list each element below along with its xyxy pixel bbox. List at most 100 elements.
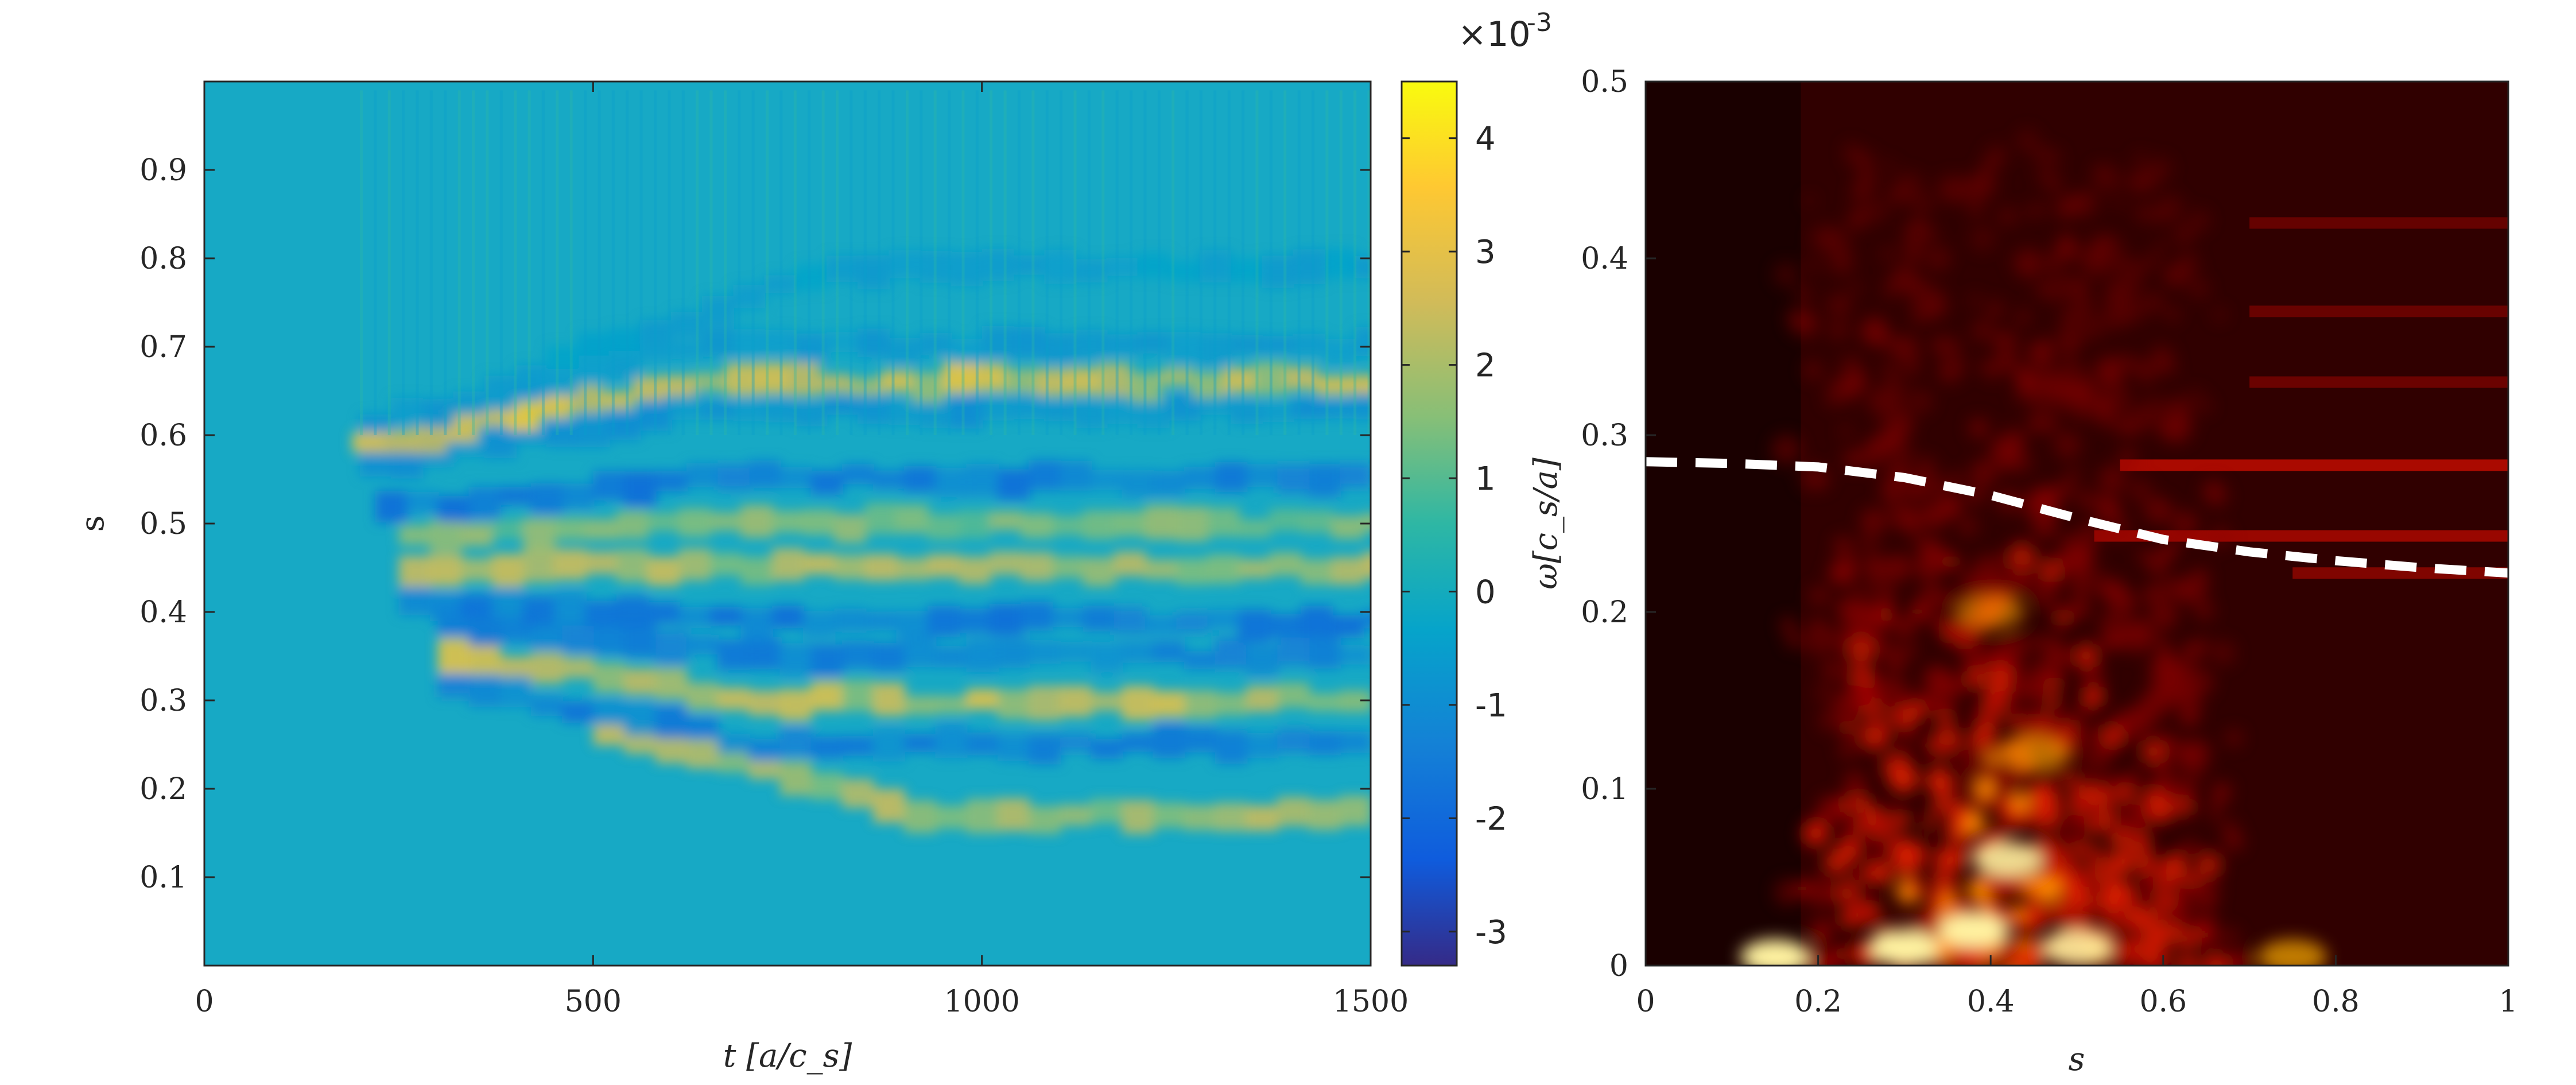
spectrum-speckle xyxy=(1967,176,1993,202)
heatmap-band-cell xyxy=(1036,369,1069,396)
spectrum-hotspot xyxy=(1740,939,1810,966)
left-y-tick-label: 0.2 xyxy=(139,772,187,807)
spectrum-speckle xyxy=(2142,495,2171,524)
spectrum-speckle xyxy=(2189,210,2210,231)
heatmap-band-cell xyxy=(810,681,843,711)
heatmap-stripe xyxy=(1003,90,1007,435)
colorbar-tick-label: 1 xyxy=(1475,460,1496,498)
spectrum-speckle xyxy=(2010,792,2031,813)
spectrum-speckle xyxy=(1930,335,1949,355)
heatmap-band-cell xyxy=(803,509,836,535)
heatmap-band-cell xyxy=(1052,608,1084,627)
heatmap-band-cell xyxy=(966,733,999,755)
heatmap-stripe xyxy=(1297,90,1301,435)
heatmap-band-cell xyxy=(1277,728,1310,753)
heatmap-band-cell xyxy=(1168,331,1201,365)
spectrum-speckle xyxy=(2154,239,2168,253)
heatmap-band-cell xyxy=(709,606,742,626)
heatmap-band-cell xyxy=(1122,800,1154,834)
heatmap-stripe xyxy=(738,90,741,435)
spectrum-speckle xyxy=(2055,479,2075,498)
spectrum-speckle xyxy=(2171,510,2198,538)
heatmap-stripe xyxy=(1227,90,1231,435)
spectrum-speckle xyxy=(2140,396,2168,425)
spectrum-speckle xyxy=(2029,885,2042,897)
spectrum-speckle xyxy=(2094,401,2112,418)
heatmap-band-cell xyxy=(935,468,968,497)
spectrum-speckle xyxy=(1859,722,1888,751)
spectrum-speckle xyxy=(2161,418,2185,443)
spectrum-speckle xyxy=(1780,617,1797,633)
spectrum-speckle xyxy=(1933,870,1957,894)
heatmap-band-cell xyxy=(779,467,812,489)
spectrum-hotspot xyxy=(2042,931,2112,966)
spectrum-speckle xyxy=(2115,813,2131,828)
heatmap-stripe xyxy=(1017,90,1021,435)
heatmap-band-cell xyxy=(1215,803,1248,832)
heatmap-band-cell xyxy=(352,432,385,453)
heatmap-band-cell xyxy=(1075,330,1108,359)
spectrum-speckle xyxy=(1839,595,1863,619)
heatmap-band-cell xyxy=(1254,362,1286,395)
spectrum-speckle xyxy=(2147,253,2162,266)
heatmap-band-cell xyxy=(398,587,431,615)
heatmap-band-cell xyxy=(1339,731,1371,753)
left-x-tick-label: 500 xyxy=(565,985,622,1019)
heatmap-band-cell xyxy=(1355,389,1371,420)
spectrum-speckle xyxy=(1947,850,1966,869)
spectrum-speckle xyxy=(2093,162,2108,178)
heatmap-band-cell xyxy=(1246,733,1279,758)
spectrum-speckle xyxy=(2079,771,2097,789)
heatmap-band-cell xyxy=(1098,363,1131,396)
heatmap-band-cell xyxy=(935,695,968,714)
spectrum-speckle xyxy=(1865,316,1888,340)
heatmap-stripe xyxy=(1312,90,1315,435)
spectrum-speckle xyxy=(2107,881,2136,910)
spectrum-speckle xyxy=(1832,691,1861,721)
spectrum-speckle xyxy=(2222,928,2240,945)
spectrum-speckle xyxy=(2125,905,2148,928)
heatmap-band-cell xyxy=(1012,327,1046,358)
spectrum-speckle xyxy=(1996,332,2011,348)
spectrum-speckle xyxy=(2208,809,2221,822)
spectrum-speckle xyxy=(1942,672,1968,699)
spectrum-speckle xyxy=(2143,584,2163,604)
heatmap-band-cell xyxy=(1106,334,1139,355)
heatmap-band-cell xyxy=(1122,733,1154,752)
heatmap-band-cell xyxy=(1130,372,1162,402)
heatmap-band-cell xyxy=(1308,693,1341,711)
spectrum-speckle xyxy=(2030,578,2060,608)
spectrum-speckle xyxy=(2071,906,2091,927)
spectrum-speckle xyxy=(2178,580,2204,606)
spectrum-speckle xyxy=(2193,567,2209,583)
heatmap-band-cell xyxy=(889,400,921,425)
heatmap-band-cell xyxy=(429,592,463,621)
heatmap-band-cell xyxy=(523,518,556,552)
heatmap-band-cell xyxy=(1075,399,1108,428)
heatmap-band-cell xyxy=(795,264,828,291)
heatmap-band-cell xyxy=(1106,257,1139,276)
heatmap-band-cell xyxy=(686,716,719,739)
heatmap-band-cell xyxy=(530,695,564,716)
heatmap-band-cell xyxy=(966,638,999,672)
spectrum-speckle xyxy=(1842,719,1857,735)
heatmap-band-cell xyxy=(1060,460,1092,491)
spectrum-speckle xyxy=(1935,175,1964,204)
spectrum-speckle xyxy=(1880,246,1896,262)
heatmap-band-cell xyxy=(966,463,999,497)
heatmap-band-cell xyxy=(639,341,672,361)
heatmap-band-cell xyxy=(1262,336,1294,354)
spectrum-speckle xyxy=(1827,292,1852,317)
spectrum-speckle xyxy=(2019,490,2047,519)
heatmap-band-cell xyxy=(1308,638,1341,669)
heatmap-band-cell xyxy=(461,594,494,616)
heatmap-band-cell xyxy=(911,372,944,402)
heatmap-band-cell xyxy=(951,251,983,286)
spectrum-speckle xyxy=(1938,359,1962,383)
heatmap-band-cell xyxy=(1114,510,1147,536)
spectrum-speckle xyxy=(2088,233,2108,254)
heatmap-band-cell xyxy=(896,504,929,533)
heatmap-band-cell xyxy=(1005,369,1038,393)
spectrum-speckle xyxy=(1903,643,1918,658)
heatmap-stripe xyxy=(975,90,979,435)
